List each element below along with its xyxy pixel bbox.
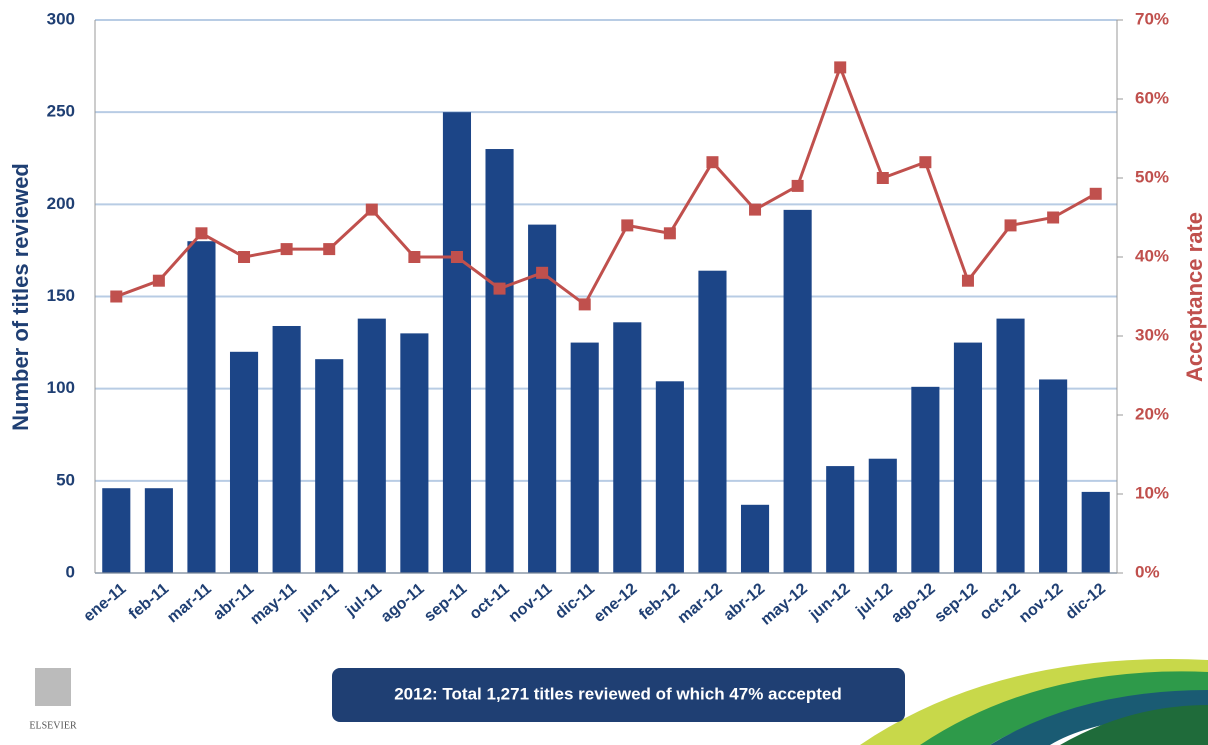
bar: [102, 488, 130, 573]
line-marker: [919, 156, 931, 168]
logo-mark: [35, 668, 71, 706]
x-tick-label: mar-11: [164, 580, 215, 626]
line-marker: [536, 267, 548, 279]
line-marker: [494, 283, 506, 295]
line-marker: [1090, 188, 1102, 200]
x-tick-label: jun-12: [806, 580, 854, 624]
x-tick-label: oct-12: [977, 580, 1024, 623]
x-tick-label: dic-11: [552, 580, 598, 622]
bar: [358, 319, 386, 573]
x-tick-label: mar-12: [675, 580, 726, 627]
bar: [741, 505, 769, 573]
bar: [996, 319, 1024, 573]
bar: [869, 459, 897, 573]
line-marker: [195, 227, 207, 239]
line-marker: [621, 219, 633, 231]
line-marker: [962, 275, 974, 287]
y2-tick-label: 0%: [1135, 562, 1160, 581]
bar: [911, 387, 939, 573]
x-tick-label: oct-11: [466, 580, 512, 623]
bar: [613, 322, 641, 573]
bar: [954, 343, 982, 573]
y-tick-label: 200: [47, 194, 75, 213]
y-tick-label: 50: [56, 470, 75, 489]
line-marker: [749, 204, 761, 216]
y-tick-label: 250: [47, 102, 75, 121]
bar: [273, 326, 301, 573]
bar: [315, 359, 343, 573]
line-marker: [664, 227, 676, 239]
line-marker: [792, 180, 804, 192]
bar: [1082, 492, 1110, 573]
bar: [145, 488, 173, 573]
line-marker: [281, 243, 293, 255]
annotation: 2012: Total 1,271 titles reviewed of whi…: [394, 684, 842, 703]
line-marker: [153, 275, 165, 287]
x-tick-label: nov-11: [506, 580, 556, 626]
bar: [187, 241, 215, 573]
line-marker: [110, 291, 122, 303]
x-tick-label: ago-11: [378, 580, 428, 626]
logo-text: ELSEVIER: [29, 720, 77, 731]
y2-tick-label: 10%: [1135, 483, 1169, 502]
line-marker: [323, 243, 335, 255]
bar: [1039, 379, 1067, 573]
bar: [698, 271, 726, 573]
x-tick-label: nov-12: [1016, 580, 1067, 626]
bar: [656, 381, 684, 573]
y-tick-label: 300: [47, 9, 75, 28]
line-marker: [1047, 212, 1059, 224]
x-tick-label: ene-11: [80, 580, 129, 625]
line-marker: [366, 204, 378, 216]
x-tick-label: may-11: [247, 580, 300, 628]
line-marker: [834, 61, 846, 73]
x-tick-label: jun-11: [295, 580, 342, 623]
line: [116, 67, 1095, 304]
y2-tick-label: 70%: [1135, 9, 1169, 28]
bar: [826, 466, 854, 573]
x-tick-label: sep-12: [931, 580, 981, 626]
y2-axis-title: Acceptance rate: [1182, 212, 1207, 382]
y2-tick-label: 50%: [1135, 167, 1169, 186]
bar: [443, 112, 471, 573]
x-tick-label: may-12: [758, 580, 811, 629]
bar: [400, 333, 428, 573]
x-tick-label: sep-11: [421, 580, 470, 625]
line-marker: [408, 251, 420, 263]
line-marker: [706, 156, 718, 168]
y-axis-title: Number of titles reviewed: [8, 163, 33, 431]
line-marker: [877, 172, 889, 184]
y2-tick-label: 40%: [1135, 246, 1169, 265]
x-tick-label: feb-11: [126, 580, 172, 623]
line-marker: [579, 298, 591, 310]
x-tick-label: ene-12: [591, 580, 641, 626]
bar: [571, 343, 599, 573]
y2-tick-label: 20%: [1135, 404, 1169, 423]
x-tick-label: dic-12: [1063, 580, 1109, 623]
bar: [784, 210, 812, 573]
line-marker: [238, 251, 250, 263]
bar: [230, 352, 258, 573]
x-tick-label: ago-12: [888, 580, 939, 626]
bar: [485, 149, 513, 573]
y-tick-label: 0: [66, 562, 75, 581]
chart: ELSEVIER 2012: Total 1,271 titles review…: [0, 0, 1208, 745]
y2-tick-label: 30%: [1135, 325, 1169, 344]
y-tick-label: 100: [47, 378, 75, 397]
line-marker: [451, 251, 463, 263]
line-marker: [1005, 219, 1017, 231]
y-tick-label: 150: [47, 286, 75, 305]
y2-tick-label: 60%: [1135, 88, 1169, 107]
